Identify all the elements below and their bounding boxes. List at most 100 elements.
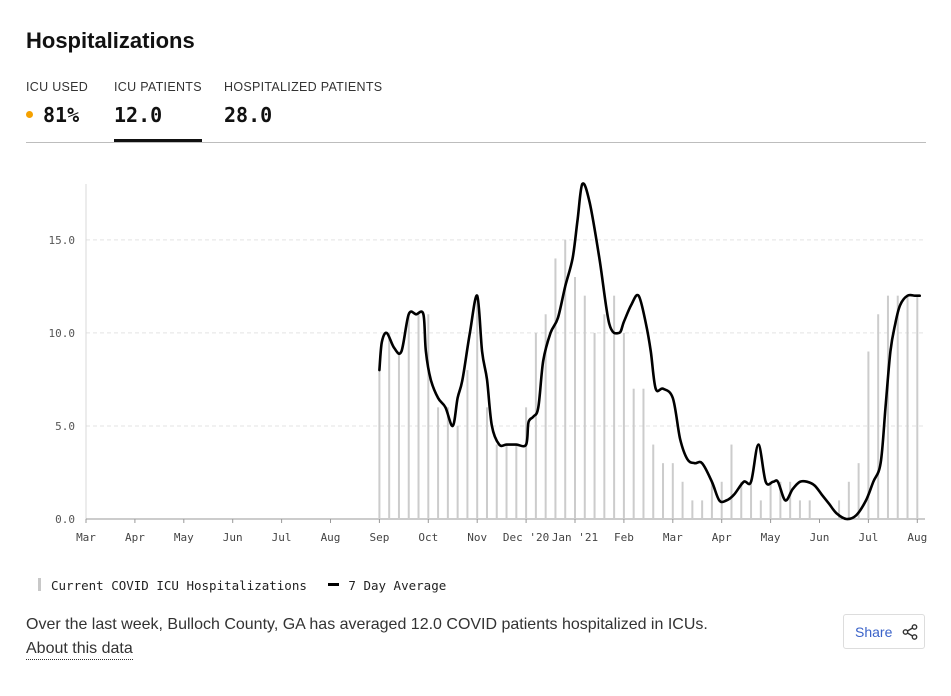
chart-bar	[466, 370, 469, 519]
share-icon	[902, 624, 918, 640]
x-tick-label: Jan '21	[552, 531, 598, 544]
chart-bar	[759, 500, 762, 519]
icu-chart: 0.0 5.0 10.0 15.0 Mar Apr May Jun Jul Aug Sep Oct No…	[49, 182, 927, 544]
chart-bar	[857, 463, 860, 519]
x-tick-label: Mar	[663, 531, 683, 544]
chart-bar	[720, 481, 723, 519]
page-title: Hospitalizations	[26, 28, 195, 53]
x-tick-label: Mar	[76, 531, 96, 544]
chart-bar	[574, 277, 576, 519]
y-tick-label: 5.0	[55, 420, 75, 433]
chart-bar	[485, 407, 488, 519]
tab-icu-patients[interactable]: ICU PATIENTS 12.0	[114, 80, 202, 142]
chart-bar	[593, 332, 596, 519]
tab-label: ICU USED	[26, 80, 89, 94]
status-dot-icon	[26, 111, 33, 118]
x-tick-label: Feb	[614, 531, 634, 544]
chart-bar	[554, 258, 557, 519]
chart-bar	[740, 481, 743, 519]
share-label: Share	[855, 624, 893, 640]
x-tick-label: Aug	[907, 531, 927, 544]
chart-bar	[583, 295, 586, 519]
chart-bar	[847, 481, 850, 519]
legend-item-line: 7 Day Average	[328, 578, 446, 593]
about-data-link[interactable]: About this data	[26, 640, 133, 660]
chart-bar	[632, 388, 635, 519]
chart-bar	[652, 444, 655, 519]
x-tick-label: May	[761, 531, 781, 544]
tab-label: ICU PATIENTS	[114, 80, 202, 94]
chart-bar	[378, 370, 381, 519]
chart-bar	[877, 314, 880, 519]
x-tick-label: Jun	[810, 531, 830, 544]
x-tick-label: Nov	[467, 531, 487, 544]
chart-bar	[456, 425, 459, 519]
chart-bar	[867, 351, 870, 519]
x-tick-label: Jun	[223, 531, 243, 544]
chart-bar	[446, 407, 449, 519]
bar-swatch-icon	[38, 578, 41, 591]
chart-bar	[564, 239, 567, 519]
chart-bar	[427, 314, 430, 519]
chart-bar	[515, 444, 518, 519]
summary-text: Over the last week, Bulloch County, GA h…	[26, 616, 708, 633]
chart-bar	[710, 481, 713, 519]
chart-bar	[622, 332, 625, 519]
chart-bar	[662, 463, 665, 519]
chart-bar	[730, 444, 733, 519]
x-tick-label: Oct	[418, 531, 438, 544]
chart-bar	[789, 481, 792, 519]
chart-bar	[407, 314, 410, 519]
chart-bar	[798, 500, 801, 519]
chart-legend: Current COVID ICU Hospitalizations 7 Day…	[38, 578, 460, 593]
chart-bar	[886, 295, 889, 519]
tab-value: 28.0	[224, 103, 273, 127]
chart-bar	[769, 481, 772, 519]
tab-label: HOSPITALIZED PATIENTS	[224, 80, 383, 94]
x-tick-label: Dec '20	[503, 531, 549, 544]
tab-icu-used[interactable]: ICU USED 81%	[26, 80, 88, 142]
chart-bar	[779, 481, 782, 519]
tab-value: 81%	[26, 103, 88, 127]
legend-item-bars: Current COVID ICU Hospitalizations	[38, 578, 307, 593]
chart-bar	[505, 444, 508, 519]
x-tick-label: Jul	[272, 531, 292, 544]
y-tick-label: 10.0	[49, 327, 76, 340]
x-tick-label: Sep	[369, 531, 389, 544]
chart-bar	[544, 314, 547, 519]
tab-hospitalized-patients[interactable]: HOSPITALIZED PATIENTS 28.0	[224, 80, 382, 142]
chart-bar	[896, 295, 899, 519]
y-tick-label: 0.0	[55, 513, 75, 526]
chart-bar	[916, 295, 919, 519]
chart-bar	[534, 332, 537, 519]
chart-bar	[525, 407, 528, 519]
chart-bar	[701, 500, 704, 519]
chart-bar	[838, 500, 841, 519]
chart-bar	[750, 481, 753, 519]
chart-bar	[642, 388, 645, 519]
x-tick-label: Apr	[125, 531, 145, 544]
metric-tabs: ICU USED 81% ICU PATIENTS 12.0 HOSPITALI…	[26, 80, 926, 143]
chart-bar	[681, 481, 684, 519]
x-tick-label: Aug	[321, 531, 341, 544]
chart-bar	[671, 463, 674, 519]
y-tick-label: 15.0	[49, 234, 76, 247]
chart-bar	[603, 314, 606, 519]
chart-bar	[906, 295, 909, 519]
tab-value: 12.0	[114, 103, 163, 127]
chart-bar	[397, 351, 400, 519]
x-tick-label: Jul	[858, 531, 878, 544]
chart-bar	[613, 295, 616, 519]
x-tick-label: Apr	[712, 531, 732, 544]
line-swatch-icon	[328, 583, 340, 586]
chart-bar	[417, 314, 420, 519]
x-tick-label: May	[174, 531, 194, 544]
share-button[interactable]: Share	[843, 614, 925, 649]
chart-bar	[476, 295, 479, 519]
chart-bar	[495, 444, 498, 519]
chart-bar	[808, 500, 811, 519]
seven-day-average-line	[378, 182, 921, 521]
chart-bar	[691, 500, 694, 519]
chart-bar	[437, 407, 440, 519]
chart-bar	[388, 332, 391, 519]
